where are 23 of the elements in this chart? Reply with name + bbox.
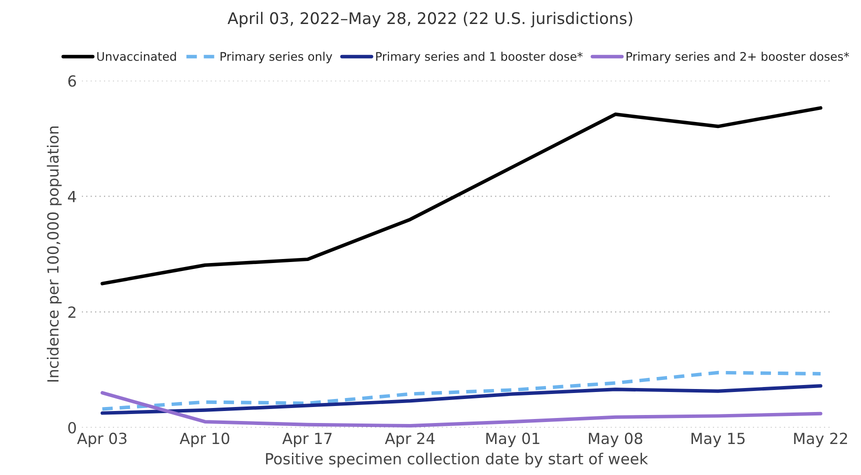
y-tick-label: 4 <box>68 191 76 202</box>
legend-label: Unvaccinated <box>97 52 176 61</box>
y-tick-label: 6 <box>68 75 76 87</box>
line-series <box>100 370 822 411</box>
x-tick-label: Apr 10 <box>180 432 230 448</box>
x-tick-label: May 08 <box>588 432 642 448</box>
legend-label: Primary series and 2+ booster doses* <box>626 52 850 64</box>
legend-label: Primary series only <box>220 52 332 64</box>
chart-title: April 03, 2022–May 28, 2022 (22 U.S. jurisdictions) <box>228 12 632 28</box>
legend-label: Primary series and 1 booster dose* <box>376 52 583 64</box>
line-series <box>100 391 822 428</box>
x-tick-label: Apr 03 <box>77 432 126 448</box>
x-tick-label: Apr 17 <box>282 432 332 448</box>
x-tick-label: May 01 <box>486 432 540 448</box>
y-tick-label: 0 <box>68 422 76 434</box>
y-tick-label: 2 <box>68 306 76 318</box>
y-axis-title: Incidence per 100,000 population <box>46 126 62 382</box>
x-tick-label: May 22 <box>794 432 848 448</box>
line-series <box>100 106 822 286</box>
x-axis-title: Positive specimen collection date by start of week <box>266 452 648 468</box>
x-tick-label: May 15 <box>692 432 745 448</box>
line-series <box>100 384 822 415</box>
x-tick-label: Apr 24 <box>384 432 435 448</box>
